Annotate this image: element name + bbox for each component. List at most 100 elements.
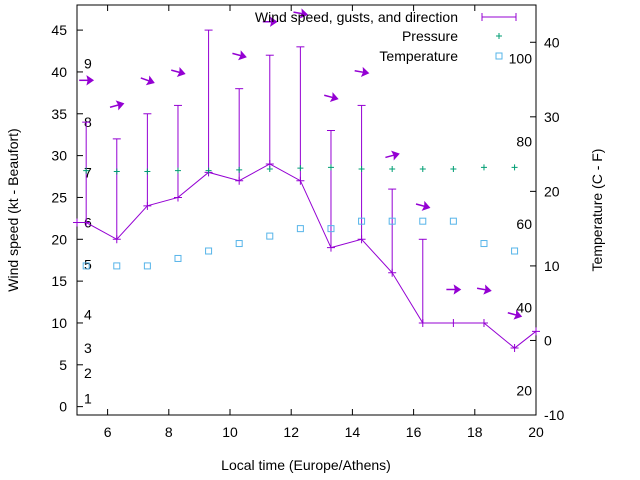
beaufort-label: 7: [84, 164, 92, 180]
arrow-head: [299, 8, 309, 19]
temperature-point: [266, 232, 274, 240]
wind-speed-point: [532, 327, 540, 336]
plot-frame: [76, 4, 537, 416]
wind-direction-arrow: [385, 150, 400, 161]
pressure-point: [266, 166, 273, 172]
pressure-point: [358, 166, 365, 172]
arrow-head: [269, 16, 278, 27]
y-tick-label: 30: [51, 148, 67, 164]
wind-direction-arrow: [324, 92, 339, 103]
x-tick-label: 14: [345, 424, 361, 440]
wind-direction-arrow: [507, 309, 523, 320]
wind-speed-point: [357, 235, 366, 244]
wind-direction-arrow: [293, 8, 309, 19]
y-tick-label: 5: [59, 357, 67, 373]
temperature-point: [511, 247, 519, 255]
temperature-point: [235, 240, 243, 248]
wind-direction-arrow: [415, 200, 431, 211]
wind-speed-point: [296, 176, 305, 185]
fahrenheit-label: 20: [516, 382, 532, 398]
legend-label-temperature: Temperature: [379, 48, 458, 64]
arrow-head: [86, 75, 95, 86]
wind-speed-point: [112, 235, 121, 244]
wind-direction-arrow: [476, 284, 492, 295]
beaufort-label: 9: [84, 56, 92, 72]
y2-axis-label: Temperature (C - F): [589, 149, 605, 272]
pressure-point: [83, 167, 90, 174]
x-tick-label: 8: [165, 424, 173, 440]
wind-direction-arrow: [79, 75, 95, 86]
x-tick-label: 6: [104, 424, 112, 440]
beaufort-label: 3: [84, 340, 92, 356]
legend-label-pressure: Pressure: [402, 28, 458, 44]
legend: Wind speed, gusts, and direction Pressure…: [255, 9, 517, 64]
wind-direction-arrow: [446, 284, 462, 295]
temperature-point: [449, 217, 457, 225]
y2-tick-label: -10: [544, 407, 564, 423]
wind-speed-point: [418, 318, 427, 327]
pressure-point: [511, 164, 518, 171]
legend-sample-temperature: [495, 52, 503, 60]
x-tick-label: 16: [406, 424, 422, 440]
y2-tick-label: 20: [544, 183, 560, 199]
wind-direction-arrow: [262, 16, 278, 27]
wind-direction-arrow: [140, 75, 155, 86]
y2-tick-label: 10: [544, 258, 560, 274]
x-tick-label: 10: [222, 424, 238, 440]
y-tick-label: 40: [51, 64, 67, 80]
pressure-point: [236, 166, 243, 173]
y-tick-label: 25: [51, 189, 67, 205]
wind-speed-point: [326, 243, 335, 252]
fahrenheit-label: 60: [516, 216, 532, 232]
x-tick-label: 12: [283, 424, 299, 440]
temperature-point: [113, 262, 121, 270]
temperature-point: [296, 225, 304, 233]
wind-speed-point: [510, 344, 519, 353]
y-axis-label: Wind speed (kt - Beaufort): [5, 128, 21, 291]
pressure-point: [205, 167, 212, 174]
arrow-head: [453, 284, 462, 295]
arrow-head: [360, 66, 370, 78]
pressure-point: [419, 166, 426, 172]
y-tick-label: 0: [59, 399, 67, 415]
wind-direction-arrow: [171, 67, 186, 77]
pressure-point: [113, 168, 120, 175]
temperature-point: [327, 225, 335, 233]
wind-speed-line: [77, 163, 537, 349]
legend-sample-pressure: [496, 33, 502, 39]
axes-layer: 6 8 10 12 14 16 18 20051015202530354045-1001020…: [51, 5, 564, 440]
y2-tick-label: 30: [544, 109, 560, 125]
pressure-point: [389, 166, 396, 172]
wind-direction-arrow: [232, 50, 247, 61]
wind-speed-point: [143, 201, 152, 210]
temperature-point: [419, 217, 427, 225]
y-tick-label: 45: [51, 22, 67, 38]
y-tick-label: 15: [51, 273, 67, 289]
wind-speed-point: [82, 218, 91, 227]
fahrenheit-label: 100: [509, 51, 533, 67]
legend-label-wind: Wind speed, gusts, and direction: [255, 9, 458, 25]
arrow-head: [329, 92, 339, 103]
temperature-point: [82, 262, 90, 270]
fahrenheit-label: 80: [516, 133, 532, 149]
beaufort-label: 2: [84, 365, 92, 381]
temperature-point: [174, 254, 182, 262]
wind-direction-arrow: [109, 100, 125, 111]
temperature-point: [143, 262, 151, 270]
temperature-point: [205, 247, 213, 255]
beaufort-label: 4: [84, 307, 92, 323]
arrow-head: [513, 309, 523, 320]
arrow-head: [176, 67, 186, 77]
wind-direction-arrow: [354, 66, 370, 78]
x-tick-label: 18: [467, 424, 483, 440]
wind-speed-point: [388, 268, 397, 277]
y-tick-label: 20: [51, 231, 67, 247]
pressure-point: [297, 165, 304, 172]
arrow-head: [391, 150, 400, 161]
beaufort-label: 1: [84, 390, 92, 406]
pressure-point: [327, 164, 334, 171]
fahrenheit-label: 40: [516, 300, 532, 316]
arrow-head: [115, 100, 125, 111]
temperature-point: [480, 240, 488, 248]
